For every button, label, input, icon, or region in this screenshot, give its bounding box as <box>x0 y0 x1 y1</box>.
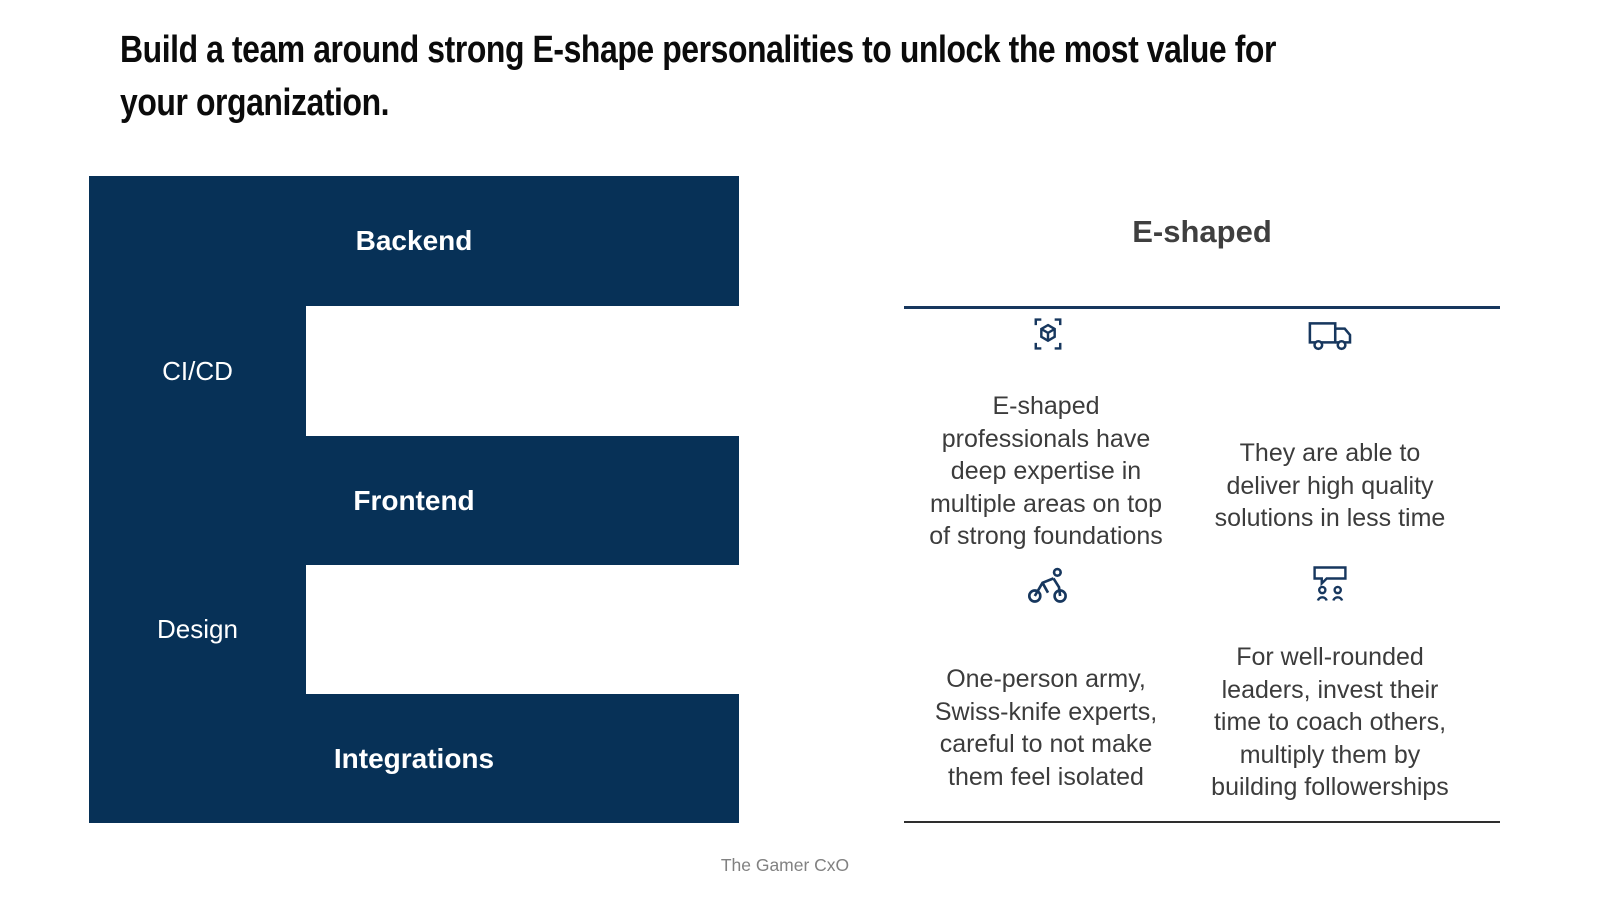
cell-text-expertise: E-shaped professionals have deep experti… <box>929 392 1163 550</box>
cyclist-icon <box>1026 565 1070 605</box>
e-shape-notch-bottom <box>306 565 739 694</box>
footer-caption: The Gamer CxO <box>720 855 850 875</box>
e-label-design: Design <box>157 614 238 644</box>
presentation-audience-icon <box>1308 563 1352 605</box>
e-label-cicd: CI/CD <box>162 355 233 386</box>
cell-text-one-person-army: One-person army, Swiss-knife experts, ca… <box>934 665 1158 791</box>
e-shape-notch-top <box>306 306 739 436</box>
cell-text-delivery: They are able to deliver high quality so… <box>1214 439 1446 532</box>
page-title: Build a team around strong E-shape perso… <box>120 29 1276 124</box>
cell-text-coaching: For well-rounded leaders, invest their t… <box>1211 643 1449 801</box>
e-label-frontend: Frontend <box>353 484 475 516</box>
panel-top-rule <box>904 306 1500 309</box>
e-shape-fill <box>89 176 739 823</box>
e-label-integrations: Integrations <box>333 742 495 774</box>
panel-bottom-rule <box>904 821 1500 823</box>
delivery-truck-icon <box>1305 316 1357 354</box>
e-shape-diagram: Backend CI/CD Frontend Design Integratio… <box>89 176 739 823</box>
e-label-backend: Backend <box>355 225 473 256</box>
cube-3d-icon <box>1028 314 1068 354</box>
panel-heading: E-shaped <box>1132 214 1272 249</box>
